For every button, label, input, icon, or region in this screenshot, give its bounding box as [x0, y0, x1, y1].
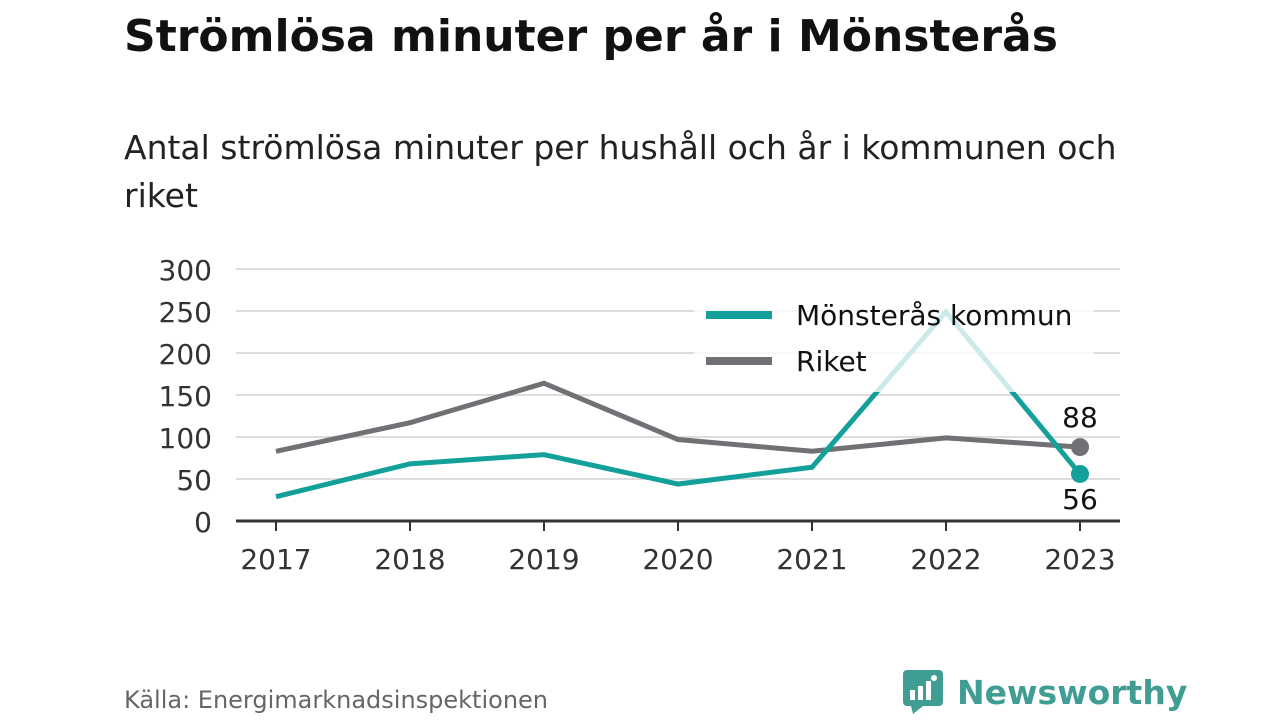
- x-tick-label: 2020: [642, 543, 713, 576]
- series-end-point-1: [1071, 438, 1089, 457]
- x-tick-label: 2019: [508, 543, 579, 576]
- y-tick-label: 200: [159, 338, 212, 371]
- data-label-riket-2023: 88: [1062, 401, 1098, 434]
- brand-logo: Newsworthy: [903, 668, 1187, 716]
- brand-name: Newsworthy: [957, 672, 1188, 712]
- x-tick-label: 2018: [374, 543, 445, 576]
- x-tick-label: 2021: [776, 543, 847, 576]
- x-tick-label: 2022: [910, 543, 981, 576]
- source-note: Källa: Energimarknadsinspektionen: [124, 686, 549, 714]
- y-tick-label: 150: [159, 380, 212, 413]
- x-tick-label: 2023: [1044, 543, 1115, 576]
- series-line-1: [275, 380, 1081, 454]
- legend-label-0: Mönsterås kommun: [796, 299, 1072, 332]
- y-tick-label: 0: [194, 506, 212, 539]
- chart-title: Strömlösa minuter per år i Mönsterås: [124, 11, 1058, 62]
- chart-subtitle: Antal strömlösa minuter per hushåll och …: [124, 128, 1117, 215]
- y-tick-label: 250: [159, 296, 212, 329]
- y-tick-label: 300: [159, 254, 212, 287]
- newsworthy-logo-icon: [903, 670, 943, 714]
- y-tick-label: 50: [176, 464, 212, 497]
- y-tick-label: 100: [159, 422, 212, 455]
- legend-label-1: Riket: [796, 345, 867, 378]
- data-label-kommun-2023: 56: [1062, 483, 1098, 516]
- legend-background: [694, 292, 1094, 392]
- series-end-point-0: [1071, 464, 1089, 483]
- x-tick-label: 2017: [240, 543, 311, 576]
